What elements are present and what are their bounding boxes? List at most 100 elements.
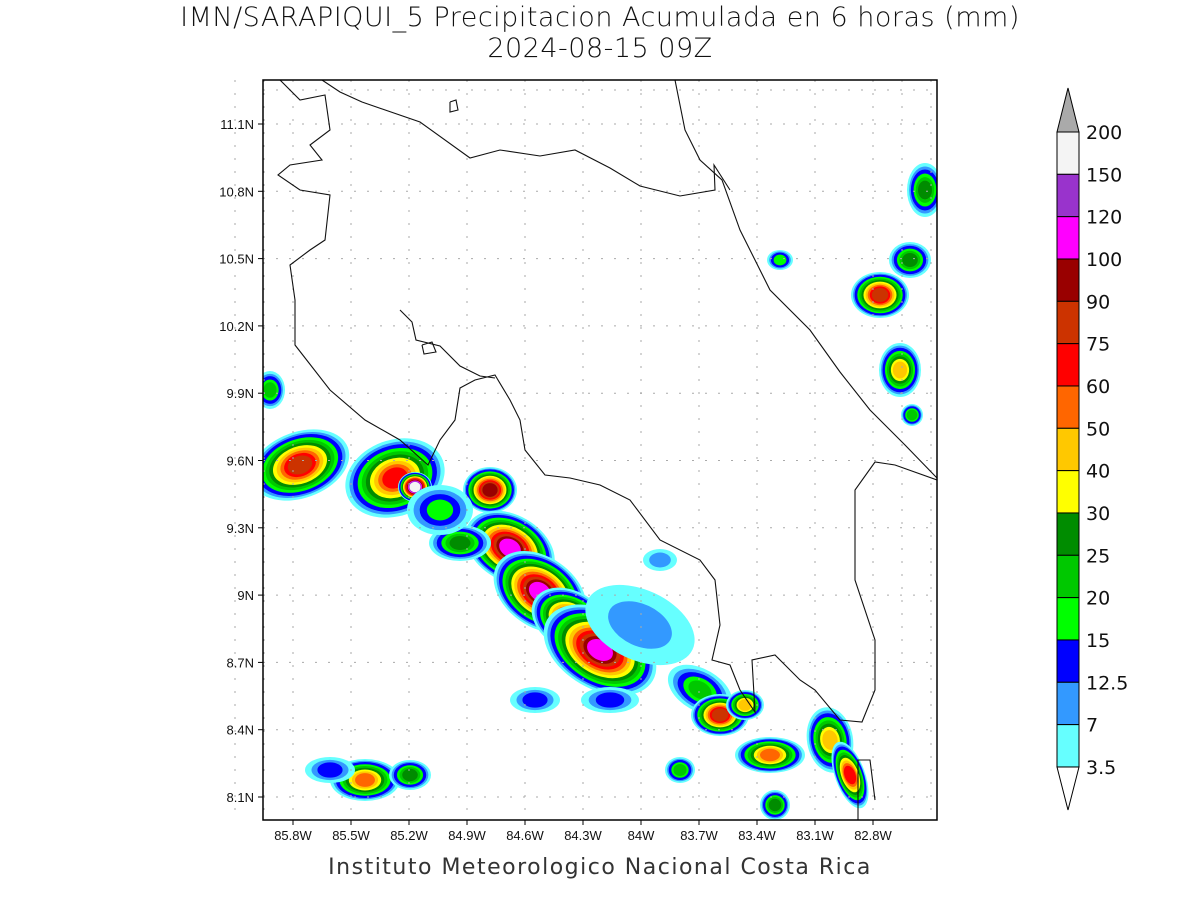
contour-level [688, 680, 712, 700]
colorbar-swatch [1056, 724, 1080, 768]
precip-cell [263, 371, 285, 409]
contour-level [355, 773, 375, 787]
colorbar-label: 30 [1086, 503, 1110, 525]
coastline [277, 80, 937, 723]
lon-tick-label: 84.3W [564, 828, 602, 843]
colorbar-label: 60 [1086, 376, 1110, 398]
contour-level [402, 768, 418, 782]
contour-level [449, 536, 471, 550]
contour-level [673, 764, 687, 776]
contour-level [649, 552, 671, 568]
contour-level [902, 253, 918, 267]
contour-level [711, 708, 729, 722]
colorbar: 200 150 120 100 90 75 60 50 40 30 25 20 15 12.5 7 3.5 [1056, 87, 1128, 811]
contour-level [482, 483, 498, 497]
contour-level [317, 762, 343, 778]
colorbar-under-triangle [1056, 766, 1080, 811]
precip-cell [263, 429, 350, 501]
lat-tick-label: 10.5N [219, 252, 254, 267]
lat-tick-label: 8.7N [227, 655, 254, 670]
lat-tick-label: 9N [237, 588, 254, 603]
contour-level [773, 254, 787, 266]
lon-tick-label: 83.4W [738, 828, 776, 843]
colorbar-swatch [1056, 597, 1080, 641]
precip-cell [643, 549, 677, 571]
colorbar-swatch [1056, 512, 1080, 556]
contour-level [768, 798, 782, 812]
colorbar-label: 25 [1086, 545, 1110, 567]
precip-cell [305, 757, 355, 783]
colorbar-swatch [1056, 343, 1080, 387]
lon-tick-label: 85.2W [390, 828, 428, 843]
lon-tick-label: 83.1W [796, 828, 834, 843]
colorbar-swatch [1056, 639, 1080, 683]
colorbar-label: 200 [1086, 122, 1122, 144]
precip-cell [665, 757, 695, 783]
colorbar-label: 100 [1086, 249, 1122, 271]
contour-level [287, 455, 313, 475]
colorbar-label: 20 [1086, 588, 1110, 610]
contour-level [522, 692, 548, 708]
contour-level [843, 765, 857, 785]
map-frame [262, 79, 938, 821]
precip-cell [581, 687, 639, 713]
colorbar-swatch [1056, 300, 1080, 345]
precip-cell [463, 467, 517, 513]
coastline [421, 341, 437, 355]
colorbar-label: 3.5 [1086, 757, 1116, 779]
precip-cell [901, 404, 923, 426]
precip-cell [407, 485, 473, 535]
contour-level [871, 288, 889, 302]
title-line2: 2024-08-15 09Z [487, 33, 713, 64]
contour-level [892, 361, 908, 379]
colorbar-swatch [1056, 216, 1080, 260]
lon-tick-label: 84W [628, 828, 655, 843]
colorbar-swatch [1056, 258, 1080, 302]
contour-level [906, 409, 918, 421]
contour-level [918, 180, 932, 200]
colorbar-label: 150 [1086, 164, 1122, 186]
title-line1: IMN/SARAPIQUI_5 Precipitacion Acumulada … [180, 2, 1020, 33]
precip-cell [735, 737, 805, 773]
coastline [449, 99, 459, 113]
colorbar-swatch [1056, 385, 1080, 429]
contour-level [760, 748, 780, 762]
colorbar-label: 15 [1086, 630, 1110, 652]
contour-level [822, 730, 838, 750]
precip-field [263, 163, 937, 820]
precip-cell [907, 163, 937, 217]
contour-level [263, 382, 277, 398]
colorbar-label: 12.5 [1086, 672, 1128, 694]
precip-cell [831, 741, 869, 809]
colorbar-swatch [1056, 681, 1080, 726]
coastline [321, 80, 731, 197]
lon-tick-label: 82.8W [854, 828, 892, 843]
lon-tick-label: 85.8W [274, 828, 312, 843]
precip-cell [851, 272, 909, 318]
coastline [399, 309, 496, 379]
colorbar-label: 120 [1086, 207, 1122, 229]
contour-level [426, 499, 454, 521]
lat-tick-label: 8.4N [227, 723, 254, 738]
precip-cell [889, 242, 931, 278]
lat-tick-label: 11.1N [220, 117, 254, 132]
colorbar-label: 90 [1086, 291, 1110, 313]
coastline [674, 80, 937, 479]
precip-cell [760, 790, 790, 820]
contour-level [409, 481, 421, 493]
precip-cell [389, 760, 431, 790]
colorbar-label: 40 [1086, 461, 1110, 483]
colorbar-label: 75 [1086, 334, 1110, 356]
lat-tick-label: 8.1N [227, 790, 254, 805]
contour-level [595, 692, 625, 708]
colorbar-swatch [1056, 554, 1080, 599]
lat-tick-label: 9.3N [227, 521, 254, 536]
footer-credit: Instituto Meteorologico Nacional Costa R… [328, 855, 872, 880]
precip-cell [879, 343, 921, 397]
colorbar-over-triangle [1056, 87, 1080, 133]
colorbar-swatch [1056, 427, 1080, 472]
lon-tick-label: 84.6W [506, 828, 544, 843]
coastline [857, 759, 876, 820]
